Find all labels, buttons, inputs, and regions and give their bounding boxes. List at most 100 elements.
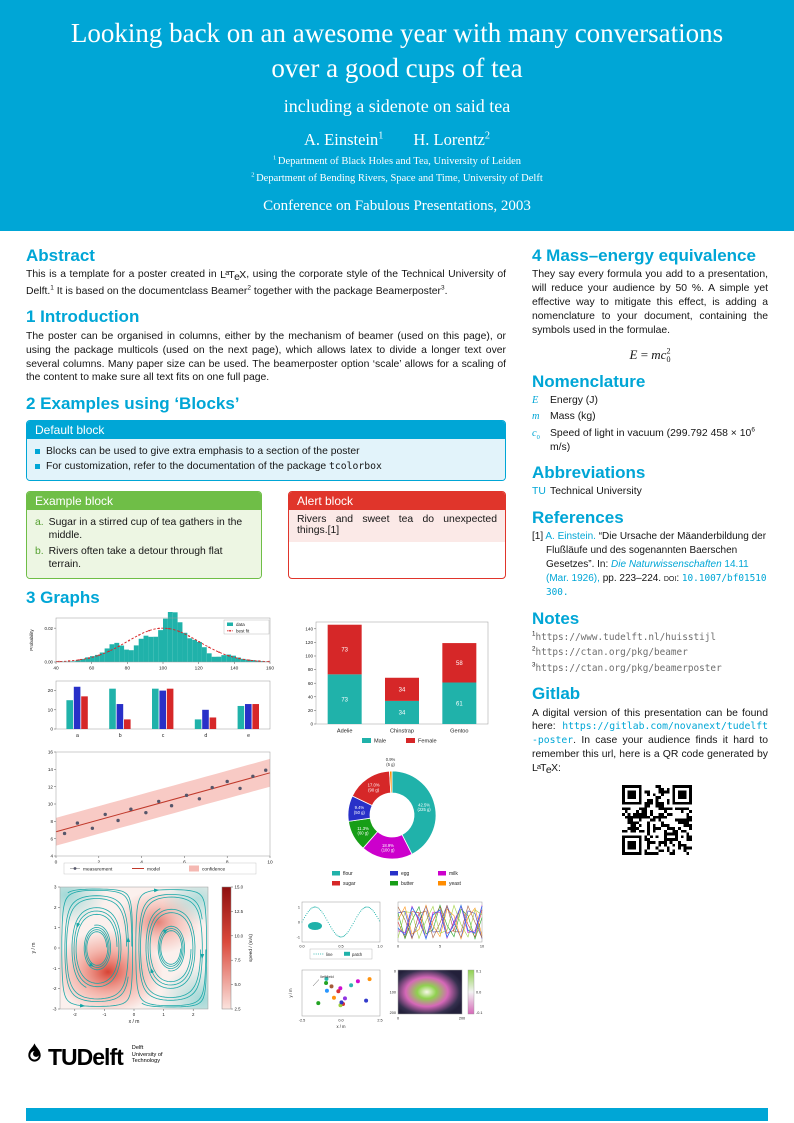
svg-text:2: 2 xyxy=(97,860,100,866)
svg-text:x / m: x / m xyxy=(336,1024,346,1029)
svg-text:8: 8 xyxy=(50,819,53,824)
abstract-text: This is a template for a poster created … xyxy=(26,268,507,297)
svg-text:Chinstrap: Chinstrap xyxy=(390,729,414,735)
svg-text:42.5%(225 g): 42.5% (225 g) xyxy=(417,802,431,812)
svg-text:-0.1: -0.1 xyxy=(476,1011,483,1015)
svg-text:160: 160 xyxy=(266,666,274,672)
svg-text:-2.5: -2.5 xyxy=(299,1019,306,1023)
svg-text:40: 40 xyxy=(308,695,314,700)
svg-text:butter: butter xyxy=(401,881,414,887)
bullet-text: For customization, refer to the document… xyxy=(46,461,382,473)
svg-text:0.0: 0.0 xyxy=(299,945,304,949)
svg-text:20: 20 xyxy=(308,708,314,713)
svg-text:0: 0 xyxy=(394,970,396,974)
authors-row: A. Einstein1 H. Lorentz2 xyxy=(58,130,736,150)
poster-title: Looking back on an awesome year with man… xyxy=(70,18,724,83)
section-heading-references: References xyxy=(532,507,624,527)
svg-text:80: 80 xyxy=(125,666,131,672)
svg-text:-1: -1 xyxy=(102,1012,106,1017)
svg-text:y / m: y / m xyxy=(31,943,37,954)
svg-text:0.1: 0.1 xyxy=(476,970,481,974)
svg-text:2: 2 xyxy=(192,1012,195,1017)
default-block: Default block Blocks can be used to give… xyxy=(26,419,506,481)
note-item: 1https://www.tudelft.nl/huisstijl xyxy=(532,630,717,643)
svg-text:140: 140 xyxy=(230,666,238,672)
svg-text:100: 100 xyxy=(305,654,313,659)
svg-text:12: 12 xyxy=(48,784,54,789)
symbol: m xyxy=(532,411,540,423)
alert-block-title: Alert block xyxy=(289,491,505,510)
right-column: 4 Mass–energy equivalence They say every… xyxy=(532,237,768,1067)
charts-column-left: 40 60 80 100 120 140 160 0.00 0.02 Probability dat… xyxy=(26,612,278,1035)
svg-text:sugar: sugar xyxy=(343,881,356,887)
definition: Speed of light in vacuum (299.792 458 × … xyxy=(550,426,755,453)
svg-text:200: 200 xyxy=(390,1011,396,1015)
example-item-a: a. Sugar in a stirred cup of tea gathers… xyxy=(35,516,253,543)
svg-text:0.0: 0.0 xyxy=(476,990,481,994)
section-heading-abstract: Abstract xyxy=(26,246,95,266)
svg-text:20: 20 xyxy=(48,688,54,694)
svg-text:4: 4 xyxy=(140,860,143,866)
svg-text:0: 0 xyxy=(397,1017,399,1021)
section-heading-notes: Notes xyxy=(532,608,580,628)
svg-text:-1: -1 xyxy=(53,966,57,971)
svg-text:model: model xyxy=(147,866,160,872)
svg-text:d: d xyxy=(204,733,207,739)
svg-text:Female: Female xyxy=(418,739,437,745)
histogram-chart: 40 60 80 100 120 140 160 0.00 0.02 Probability dat… xyxy=(29,612,274,672)
nomenclature-entry: c0 Speed of light in vacuum (299.792 458… xyxy=(532,427,768,454)
svg-text:200: 200 xyxy=(459,1017,465,1021)
svg-text:100: 100 xyxy=(390,990,396,994)
svg-text:0: 0 xyxy=(397,945,399,949)
nomenclature-entry: E Energy (J) xyxy=(532,394,768,408)
reference-item: [1] A. Einstein. “Die Ursache der Mäande… xyxy=(532,531,767,598)
svg-text:60: 60 xyxy=(89,666,95,672)
svg-text:15.0: 15.0 xyxy=(235,885,244,890)
example-item-b: b. Rivers often take a detour through fl… xyxy=(35,545,253,572)
abbreviation: TU xyxy=(532,486,546,498)
svg-text:measurement: measurement xyxy=(83,866,113,872)
svg-text:34: 34 xyxy=(399,688,406,694)
svg-text:0.9%(5 g): 0.9% (5 g) xyxy=(386,757,396,767)
tudelft-flame-icon xyxy=(28,1043,41,1062)
svg-text:line: line xyxy=(326,952,333,957)
svg-text:1: 1 xyxy=(298,905,300,909)
svg-text:0: 0 xyxy=(310,722,313,727)
item-label: b. xyxy=(35,545,44,557)
svg-text:-2: -2 xyxy=(53,986,57,991)
charts-grid: 40 60 80 100 120 140 160 0.00 0.02 Probability dat… xyxy=(26,612,506,1035)
svg-text:0: 0 xyxy=(133,1012,136,1017)
svg-text:data: data xyxy=(236,622,245,627)
svg-text:flour: flour xyxy=(343,871,353,877)
svg-text:58: 58 xyxy=(456,661,463,667)
stacked-bar-chart: 0 20 40 60 80 100 120 140 73 73 Adelie 34 34 Chinstra… xyxy=(305,621,489,745)
svg-text:0.00: 0.00 xyxy=(44,660,53,665)
svg-text:0: 0 xyxy=(50,727,53,733)
regression-chart: 0 2 4 6 8 10 4 6 8 10 12 14 16 measurement model confid… xyxy=(48,750,273,875)
svg-text:a: a xyxy=(76,733,79,739)
svg-text:5.0: 5.0 xyxy=(235,982,242,987)
alert-block: Alert block Rivers and sweet tea do unex… xyxy=(288,490,506,579)
conference-line: Conference on Fabulous Presentations, 20… xyxy=(263,198,531,215)
svg-text:0.02: 0.02 xyxy=(44,626,53,631)
svg-text:10: 10 xyxy=(267,860,273,866)
svg-text:17.0%(90 g): 17.0% (90 g) xyxy=(368,783,380,793)
svg-text:b: b xyxy=(119,733,122,739)
footer-accent-bar xyxy=(26,1108,768,1121)
section-heading-examples: 2 Examples using ‘Blocks’ xyxy=(26,394,240,414)
definition: Mass (kg) xyxy=(550,411,596,423)
item-text: Rivers often take a detour through flat … xyxy=(48,545,223,571)
svg-text:6: 6 xyxy=(183,860,186,866)
svg-text:73: 73 xyxy=(341,698,348,704)
svg-text:yeast: yeast xyxy=(449,881,462,887)
svg-text:73: 73 xyxy=(341,648,348,654)
default-block-bullet-2: For customization, refer to the document… xyxy=(35,460,497,474)
svg-text:8: 8 xyxy=(226,860,229,866)
svg-text:34: 34 xyxy=(399,711,406,717)
note-item: 3https://ctan.org/pkg/beamerposter xyxy=(532,661,722,674)
donut-chart: 42.5% (225 g) 18.9% (100 g) 11.3% (60 g) 9.4%(… xyxy=(332,757,462,887)
svg-text:6: 6 xyxy=(50,836,53,841)
svg-text:10.0: 10.0 xyxy=(235,933,244,938)
example-block-title: Example block xyxy=(27,491,261,510)
